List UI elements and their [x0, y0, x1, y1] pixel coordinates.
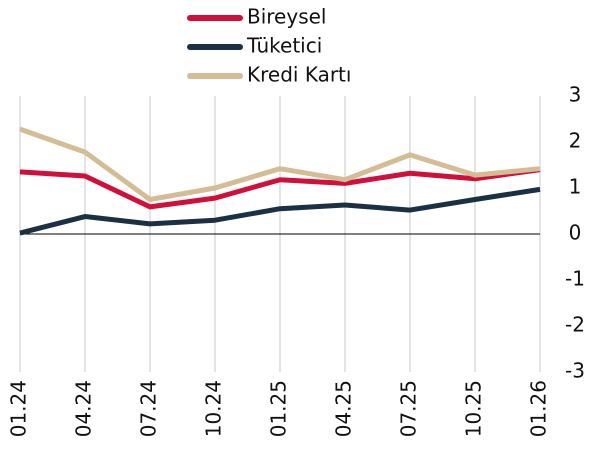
y-tick-label: -1: [565, 267, 585, 291]
y-tick-label: -3: [565, 359, 585, 383]
line-series: [19, 186, 541, 236]
line-series: [19, 126, 541, 202]
x-tick-label: 04.24: [72, 380, 96, 437]
x-tick-label: 07.25: [397, 380, 421, 437]
y-tick-label: 0: [569, 221, 582, 245]
x-tick-label: 04.25: [332, 380, 356, 437]
legend-label: Tüketici: [246, 34, 322, 58]
y-tick-label: 1: [569, 175, 582, 199]
x-tick-label: 10.25: [462, 380, 486, 437]
y-tick-label: -2: [565, 313, 585, 337]
legend-label: Bireysel: [247, 5, 326, 29]
x-tick-label: 01.26: [527, 380, 551, 437]
legend-label: Kredi Kartı: [247, 63, 351, 87]
y-tick-label: 2: [569, 129, 582, 153]
x-tick-label: 01.24: [7, 380, 31, 437]
x-tick-label: 01.25: [267, 380, 291, 437]
x-tick-label: 07.24: [137, 380, 161, 437]
x-tick-label: 10.24: [202, 380, 226, 437]
line-series: [19, 167, 541, 210]
y-tick-label: 3: [569, 83, 582, 107]
